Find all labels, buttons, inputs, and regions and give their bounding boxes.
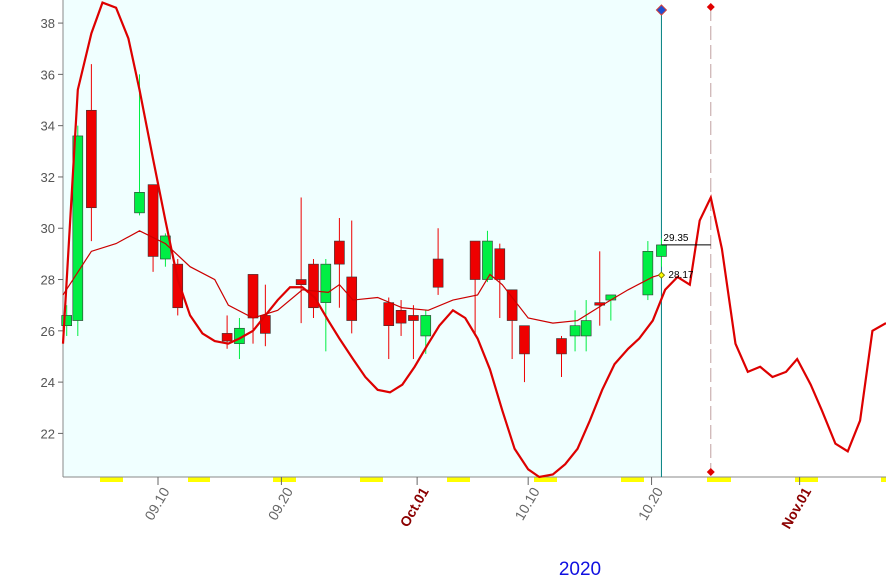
candle-body — [420, 315, 432, 337]
x-tick-label: 09.20 — [265, 484, 296, 523]
candle-body — [482, 240, 493, 280]
candle-body — [494, 248, 506, 280]
candle-body — [469, 240, 481, 280]
candle-body — [147, 184, 159, 257]
candle-body — [295, 279, 307, 285]
average-price-marker — [657, 271, 666, 279]
candle-body — [642, 251, 654, 296]
y-tick-label: 28 — [41, 273, 55, 288]
candle-body — [320, 263, 332, 303]
candle-body — [308, 263, 319, 309]
weekend-markers — [100, 477, 886, 482]
y-tick-label: 34 — [41, 119, 55, 134]
x-tick-label: Oct.01 — [396, 484, 431, 529]
y-tick-label: 24 — [41, 375, 55, 390]
candle-body — [519, 325, 530, 355]
candle-body — [569, 325, 581, 337]
forecast-marker — [706, 3, 715, 11]
candle-body — [172, 263, 184, 309]
candle-body — [221, 333, 233, 342]
indicator-line — [62, 230, 662, 324]
x-tick-label: 10.10 — [511, 484, 542, 523]
cursor-marker — [655, 4, 668, 16]
y-tick-label: 22 — [41, 426, 55, 441]
candle-body — [61, 315, 73, 326]
indicator-line — [61, 1, 886, 479]
candle-body — [247, 274, 259, 319]
candle-body — [395, 310, 407, 324]
candle-body — [556, 338, 567, 355]
x-tick-label: Nov.01 — [778, 484, 814, 531]
candle-body — [580, 320, 592, 337]
candle-body — [334, 240, 345, 265]
y-tick-label: 26 — [41, 324, 55, 339]
candle-body — [506, 289, 518, 321]
x-tick-label: 09.10 — [141, 484, 172, 523]
y-tick-label: 30 — [41, 221, 55, 236]
candle-body — [134, 192, 145, 214]
forecast-marker — [706, 468, 715, 476]
last-price-label: 29.35 — [663, 233, 688, 244]
year-label: 2020 — [559, 559, 601, 580]
candle-body — [656, 244, 667, 257]
candle-body — [72, 135, 84, 321]
average-price-label: 28.17 — [668, 270, 693, 281]
candle-body — [86, 109, 97, 209]
candle-body — [383, 302, 395, 326]
y-tick-label: 32 — [41, 170, 55, 185]
y-tick-label: 36 — [41, 67, 55, 82]
y-tick-label: 38 — [41, 16, 55, 31]
candle-body — [408, 315, 419, 321]
x-tick-label: 10.20 — [635, 484, 666, 523]
candle-body — [432, 258, 444, 288]
